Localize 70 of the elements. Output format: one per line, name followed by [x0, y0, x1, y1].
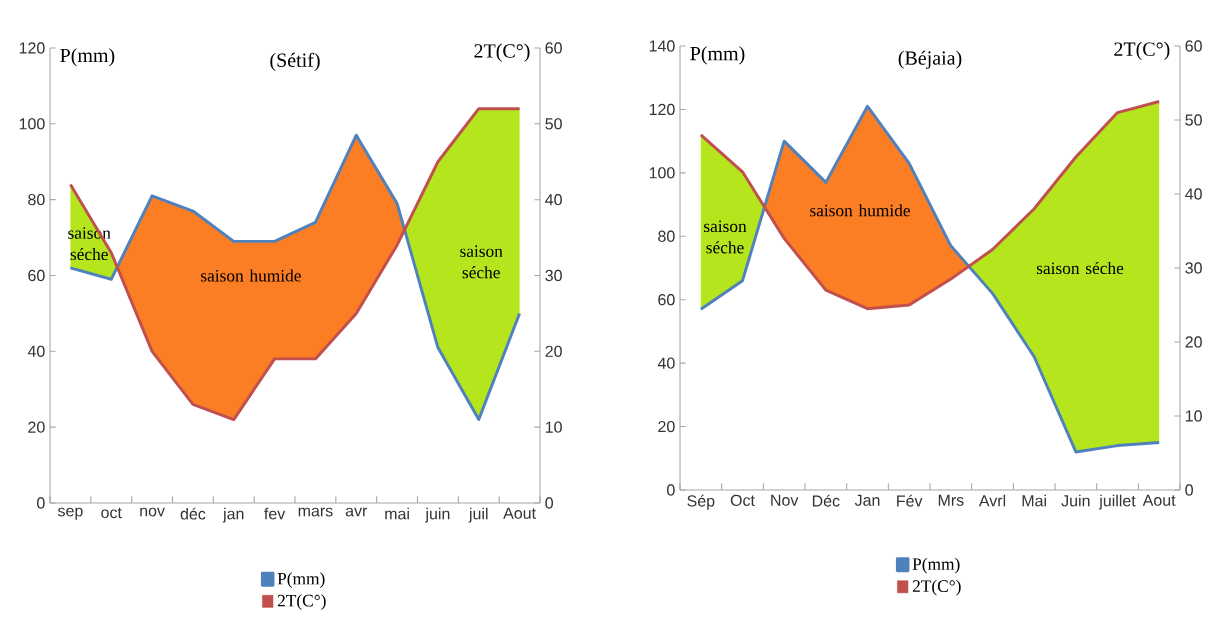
x-tick-label: fev	[264, 507, 286, 520]
y2-tick-label: 60	[1185, 40, 1202, 52]
y-tick-label: 100	[649, 167, 675, 179]
x-tick-label: juil	[468, 507, 488, 523]
y-tick-label: 20	[28, 421, 45, 433]
x-tick-label: Aout	[503, 507, 536, 519]
y-tick-label: 60	[658, 294, 675, 306]
legend-label: P(mm)	[912, 557, 960, 574]
y-tick-label: 40	[27, 345, 45, 357]
y-tick-label: 0	[667, 484, 675, 496]
y2-tick-label: 10	[1185, 410, 1202, 422]
x-tick-label: nov	[140, 507, 165, 517]
x-tick-label: Aout	[1142, 494, 1176, 506]
x-tick-label: Mai	[1022, 494, 1046, 507]
annotation: saison séche	[1036, 261, 1124, 275]
y-tick-label: 80	[658, 230, 675, 242]
y-axis-title: P(mm)	[60, 48, 115, 67]
line-series	[699, 104, 1161, 454]
y2-axis-title: 2T(C°)	[1114, 41, 1170, 60]
x-tick-label: Juin	[1061, 494, 1090, 507]
annotation: saison humide	[201, 269, 301, 282]
x-tick-label: Avrl	[978, 494, 1006, 507]
y2-tick-label: 30	[1185, 262, 1202, 274]
y2-tick-label: 30	[545, 269, 562, 282]
x-tick-label: juillet	[1098, 494, 1136, 510]
y2-tick-label: 60	[545, 42, 562, 54]
y-tick-label: 40	[657, 357, 675, 369]
x-tick-label: sep	[57, 507, 83, 520]
x-tick-label: jan	[222, 507, 244, 523]
y2-tick-label: 20	[1185, 336, 1202, 348]
legend-label: 2T(C°)	[277, 594, 326, 611]
y2-tick-label: 0	[1185, 484, 1193, 496]
x-tick-label: Oct	[730, 494, 755, 507]
y2-tick-label: 10	[545, 421, 562, 433]
annotation: saison humide	[810, 204, 910, 217]
y2-tick-label: 40	[1185, 188, 1202, 200]
chart-title: (Béjaia)	[898, 50, 962, 69]
y-tick-label: 120	[19, 42, 45, 54]
y2-tick-label: 50	[545, 118, 562, 130]
y-tick-label: 140	[649, 40, 675, 52]
y2-axis-title: 2T(C°)	[474, 43, 530, 62]
x-tick-label: Fév	[897, 494, 923, 507]
y-tick-label: 60	[28, 269, 45, 282]
y-tick-label: 120	[649, 103, 675, 116]
x-tick-label: Déc	[812, 494, 840, 507]
annotation: saison séche	[460, 245, 503, 279]
y-axis-title: P(mm)	[690, 46, 745, 65]
x-tick-label: mai	[385, 507, 409, 520]
y2-tick-label: 50	[1185, 114, 1202, 126]
x-tick-label: Mrs	[938, 494, 964, 506]
x-tick-label: Nov	[771, 494, 799, 506]
chart-title: (Sétif)	[270, 52, 320, 72]
y-tick-label: 80	[28, 194, 45, 206]
x-tick-label: Jan	[854, 494, 880, 506]
legend-label: P(mm)	[277, 572, 325, 588]
x-tick-label: mars	[298, 507, 333, 517]
x-tick-label: juin	[425, 507, 450, 523]
y2-tick-label: 0	[545, 497, 553, 509]
y-tick-label: 100	[19, 118, 45, 130]
y2-tick-label: 20	[545, 345, 562, 357]
x-tick-label: déc	[180, 507, 206, 520]
y-tick-label: 20	[658, 420, 675, 433]
x-tick-label: avr	[345, 507, 368, 517]
y2-tick-label: 40	[545, 194, 562, 206]
line-series	[699, 100, 1161, 311]
x-tick-label: Sép	[687, 494, 715, 510]
y-tick-label: 0	[37, 497, 45, 509]
legend-label: 2T(C°)	[912, 579, 961, 596]
x-tick-label: oct	[101, 507, 122, 519]
annotation: saison séche	[704, 220, 747, 254]
